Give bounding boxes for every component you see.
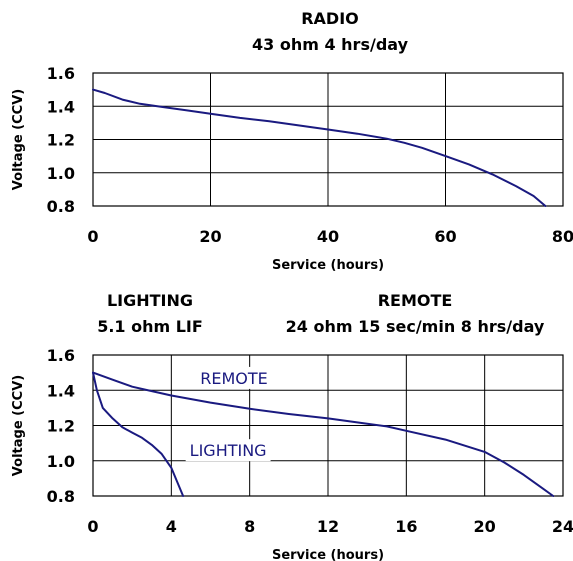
radio-chart-y-axis-label: Voltage (CCV) xyxy=(11,89,26,190)
lighting-remote-chart-x-tick: 0 xyxy=(87,517,98,536)
radio-chart-y-tick: 1.6 xyxy=(47,64,75,83)
radio-chart-subtitle: 43 ohm 4 hrs/day xyxy=(252,35,409,54)
lighting-annotation-background xyxy=(185,439,271,462)
radio-chart-x-ticks: 0 20 40 60 80 xyxy=(87,227,573,246)
radio-chart: RADIO 43 ohm 4 hrs/day 0.8 1.0 1.2 1.4 1… xyxy=(11,9,573,273)
lighting-remote-chart-x-tick: 16 xyxy=(395,517,417,536)
remote-chart-subtitle: 24 ohm 15 sec/min 8 hrs/day xyxy=(286,317,545,336)
radio-chart-series-line xyxy=(92,88,547,207)
remote-chart-title: REMOTE xyxy=(378,291,453,310)
radio-chart-y-tick: 0.8 xyxy=(47,197,75,216)
lighting-remote-chart-y-tick: 1.0 xyxy=(47,452,75,471)
lighting-series-annotation: LIGHTING xyxy=(190,441,267,460)
radio-chart-y-tick: 1.2 xyxy=(47,131,75,150)
lighting-remote-chart-y-tick: 0.8 xyxy=(47,487,75,506)
lighting-remote-chart-x-tick: 8 xyxy=(244,517,255,536)
radio-chart-plot-frame xyxy=(92,72,564,207)
lighting-chart-title: LIGHTING xyxy=(107,291,193,310)
lighting-chart-subtitle: 5.1 ohm LIF xyxy=(97,317,203,336)
radio-chart-y-tick: 1.0 xyxy=(47,164,75,183)
radio-chart-y-ticks: 0.8 1.0 1.2 1.4 1.6 xyxy=(47,64,75,216)
lighting-remote-chart: LIGHTING 5.1 ohm LIF REMOTE 24 ohm 15 se… xyxy=(11,291,573,561)
lighting-remote-chart-y-tick: 1.6 xyxy=(47,346,75,365)
lighting-remote-chart-y-tick: 1.2 xyxy=(47,417,75,436)
lighting-remote-chart-x-tick: 12 xyxy=(317,517,339,536)
lighting-series-line xyxy=(92,371,185,497)
lighting-remote-chart-y-tick: 1.4 xyxy=(47,381,75,400)
radio-chart-x-tick: 40 xyxy=(317,227,339,246)
radio-chart-x-tick: 20 xyxy=(199,227,221,246)
radio-chart-series xyxy=(92,88,547,207)
lighting-remote-chart-grid xyxy=(92,354,564,497)
lighting-remote-chart-y-ticks: 0.8 1.0 1.2 1.4 1.6 xyxy=(47,346,75,506)
lighting-remote-chart-x-axis-label: Service (hours) xyxy=(272,548,384,561)
remote-series-line xyxy=(92,371,555,497)
lighting-remote-chart-x-tick: 24 xyxy=(552,517,573,536)
radio-chart-x-axis-label: Service (hours) xyxy=(272,258,384,273)
radio-chart-x-tick: 80 xyxy=(552,227,573,246)
radio-chart-y-tick: 1.4 xyxy=(47,97,75,116)
remote-series-annotation: REMOTE xyxy=(200,369,268,388)
lighting-remote-chart-x-ticks: 0 4 8 12 16 20 24 xyxy=(87,517,573,536)
radio-chart-title: RADIO xyxy=(301,9,359,28)
lighting-remote-chart-series xyxy=(92,371,555,497)
remote-annotation-background xyxy=(196,366,272,389)
lighting-remote-chart-plot-frame xyxy=(92,354,564,497)
radio-chart-grid xyxy=(92,72,564,207)
lighting-remote-chart-x-tick: 20 xyxy=(474,517,496,536)
radio-chart-x-tick: 0 xyxy=(87,227,98,246)
lighting-remote-chart-y-axis-label: Voltage (CCV) xyxy=(11,375,26,476)
radio-chart-x-tick: 60 xyxy=(434,227,456,246)
lighting-remote-chart-x-tick: 4 xyxy=(166,517,177,536)
